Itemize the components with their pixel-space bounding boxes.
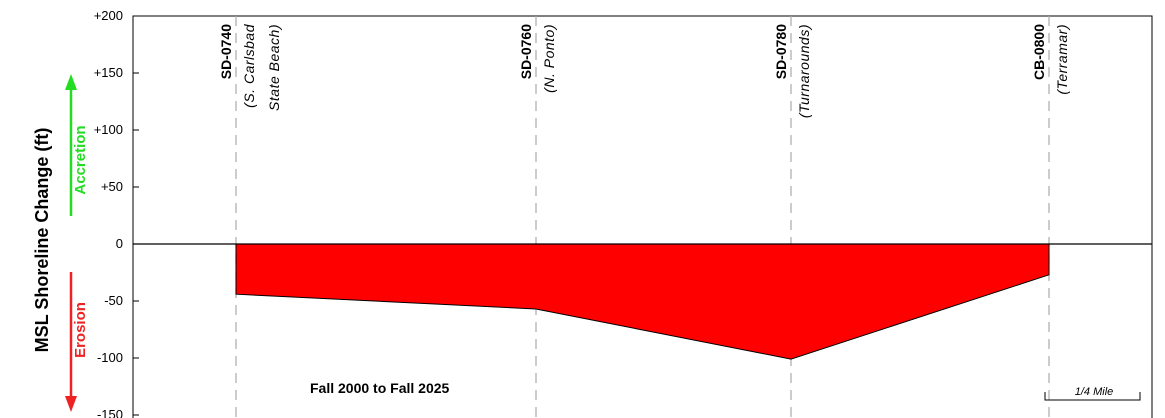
- y-tick-label: +100: [94, 122, 123, 137]
- y-tick-label: -100: [97, 350, 123, 365]
- transect-id-sd-0780: SD-0780: [773, 24, 789, 79]
- transect-labels: SD-0740 (S. Carlsbad State Beach) SD-0760 (N…: [218, 23, 1070, 118]
- y-tick-label: -150: [97, 407, 123, 418]
- y-axis-title: MSL Shoreline Change (ft): [32, 128, 52, 353]
- y-tick-label: -50: [104, 293, 123, 308]
- accretion-label: Accretion: [72, 125, 89, 194]
- transect-name-sd-0780: (Turnarounds): [796, 24, 812, 118]
- scale-label: 1/4 Mile: [1075, 386, 1114, 398]
- y-tick-label: +50: [101, 179, 123, 194]
- accretion-arrowhead: [65, 74, 77, 90]
- transect-id-sd-0740: SD-0740: [218, 24, 234, 79]
- erosion-arrowhead: [65, 396, 77, 412]
- transect-id-sd-0760: SD-0760: [518, 24, 534, 79]
- scale-bar: 1/4 Mile: [1044, 386, 1141, 401]
- y-tick-label: 0: [116, 236, 123, 251]
- y-tick-label: +200: [94, 8, 123, 23]
- plot-area: +200 +150 +100 +50 0 -50 -100 -150 SD-0740 (S. C…: [94, 8, 1153, 418]
- transect-lines: [235, 16, 1050, 418]
- transect-name-sd-0740: State Beach): [266, 24, 282, 111]
- transect-name-sd-0740: (S. Carlsbad: [241, 23, 257, 108]
- erosion-area: [235, 243, 1050, 360]
- plot-frame: [132, 15, 1153, 418]
- period-annotation: Fall 2000 to Fall 2025: [310, 380, 450, 396]
- erosion-label: Erosion: [72, 302, 89, 358]
- transect-name-sd-0760: (N. Ponto): [541, 24, 557, 93]
- y-tick-label: +150: [94, 65, 123, 80]
- transect-name-cb-0800: (Terramar): [1054, 24, 1070, 95]
- transect-id-cb-0800: CB-0800: [1031, 24, 1047, 80]
- y-ticks: +200 +150 +100 +50 0 -50 -100 -150: [94, 8, 139, 418]
